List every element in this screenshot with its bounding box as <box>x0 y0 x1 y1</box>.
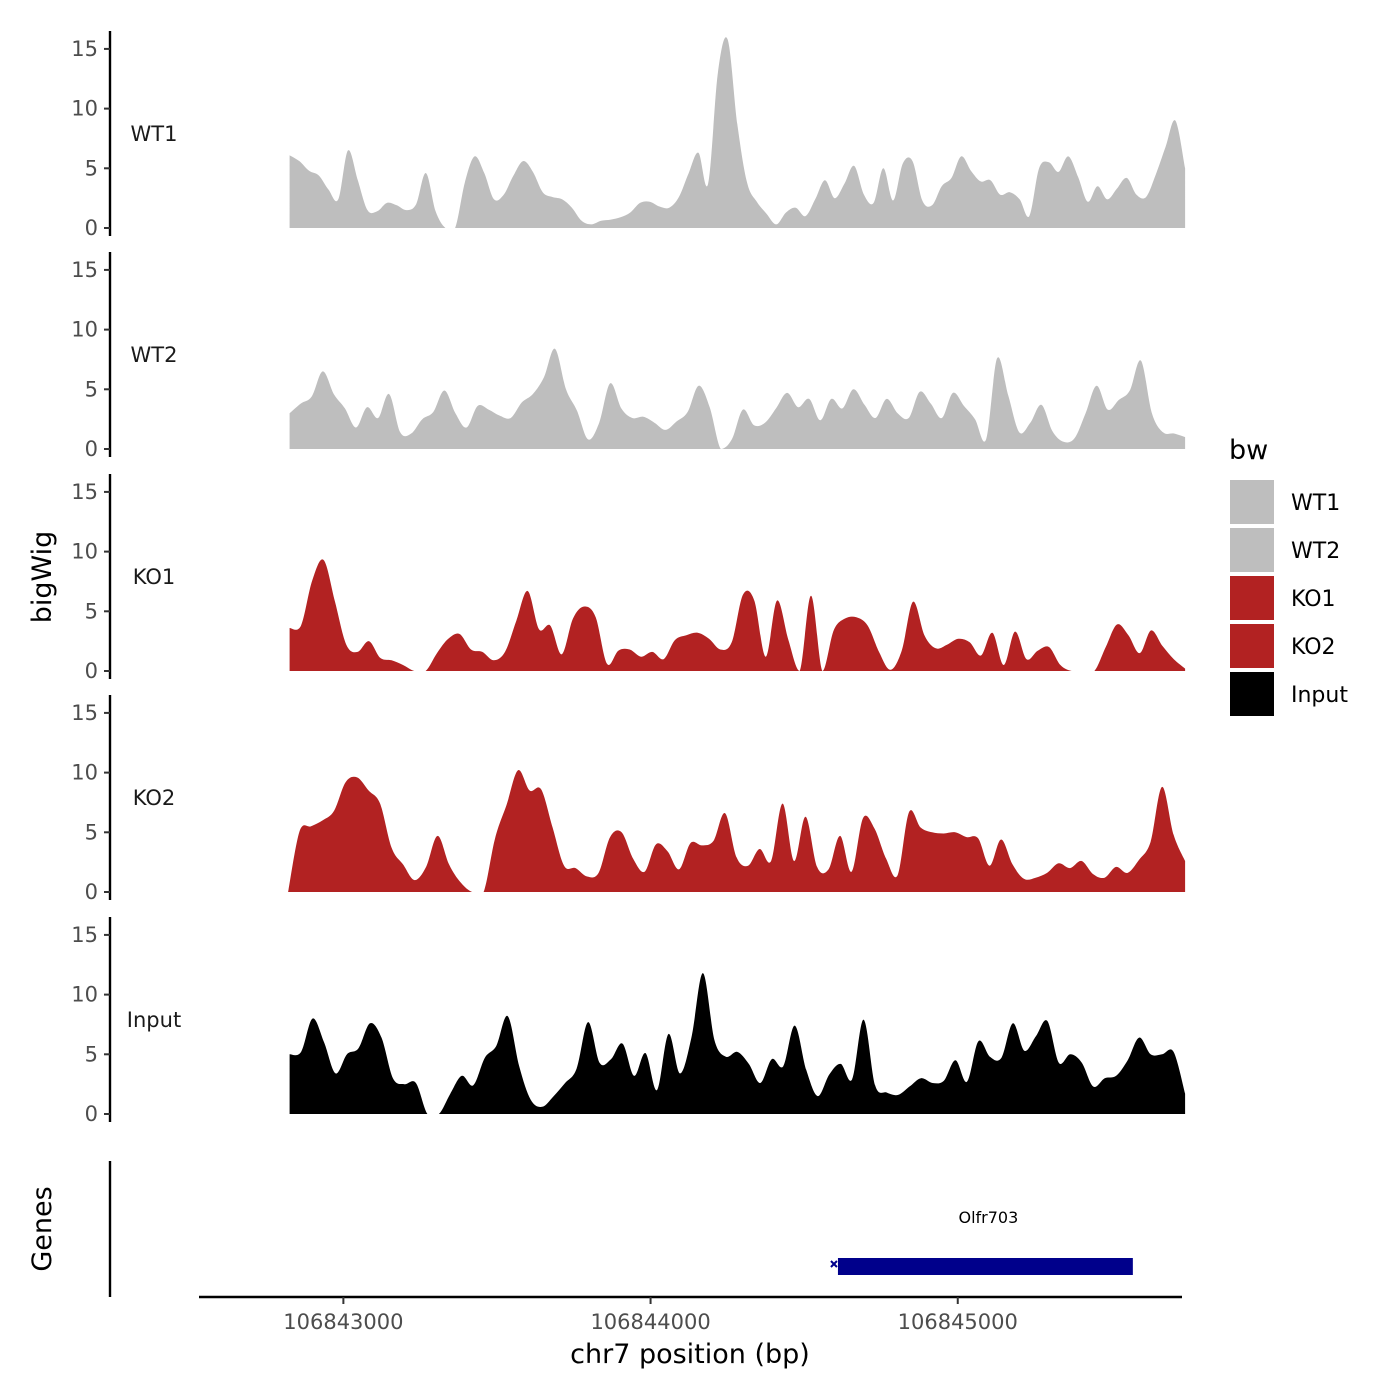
signal-area-ko1 <box>289 559 1186 671</box>
y-tick-label-wt2-15: 15 <box>71 258 98 282</box>
y-tick-label-ko2-0: 0 <box>85 880 98 904</box>
legend-label-ko1: KO1 <box>1291 587 1336 612</box>
signal-area-wt1 <box>289 37 1186 228</box>
y-tick-label-input-5: 5 <box>85 1042 98 1066</box>
legend-key-input <box>1230 672 1274 716</box>
genes-panel: Olfr703 <box>108 1161 1133 1297</box>
y-tick-label-input-10: 10 <box>71 983 98 1007</box>
track-ko1: 0 5 10 15 KO1 <box>71 474 1186 683</box>
y-axis-title: bigWig <box>27 531 58 624</box>
legend-key-ko1 <box>1230 576 1274 620</box>
track-ko2: 0 5 10 15 KO2 <box>71 695 1186 904</box>
y-tick-label-ko2-10: 10 <box>71 761 98 785</box>
track-label-wt1: WT1 <box>131 122 178 146</box>
legend: bw WT1 WT2 KO1 KO2 Input <box>1229 435 1348 716</box>
y-tick-label-ko1-5: 5 <box>85 599 98 623</box>
legend-label-wt1: WT1 <box>1291 491 1340 516</box>
y-tick-label-wt2-0: 0 <box>85 437 98 461</box>
signal-area-wt2 <box>289 348 1186 449</box>
legend-label-input: Input <box>1291 683 1348 708</box>
y-tick-label-wt1-15: 15 <box>71 37 98 61</box>
y-tick-label-ko1-0: 0 <box>85 659 98 683</box>
track-input: 0 5 10 15 Input <box>71 917 1186 1126</box>
x-axis-title: chr7 position (bp) <box>570 1339 810 1370</box>
signal-tracks: 0 5 10 15 WT1 0 5 10 15 WT2 0 5 10 15 KO1 0 5 10 15 KO2 0 5 10… <box>71 31 1186 1126</box>
signal-area-input <box>289 973 1186 1114</box>
track-label-wt2: WT2 <box>131 343 178 367</box>
y-tick-label-input-0: 0 <box>85 1102 98 1126</box>
legend-label-wt2: WT2 <box>1291 539 1340 564</box>
y-tick-label-wt1-10: 10 <box>71 97 98 121</box>
track-label-ko1: KO1 <box>133 565 176 589</box>
genes-axis-title: Genes <box>27 1186 58 1271</box>
y-tick-label-ko2-15: 15 <box>71 701 98 725</box>
y-tick-label-wt2-5: 5 <box>85 377 98 401</box>
x-tick-label-1: 106844000 <box>590 1310 710 1334</box>
gene-strand-marker <box>830 1260 838 1268</box>
track-label-input: Input <box>127 1008 181 1032</box>
x-tick-label-2: 106845000 <box>898 1310 1018 1334</box>
y-tick-label-ko2-5: 5 <box>85 820 98 844</box>
gene-olfr703: Olfr703 <box>830 1208 1133 1275</box>
y-tick-label-wt1-5: 5 <box>85 156 98 180</box>
gene-label-olfr703: Olfr703 <box>959 1208 1019 1227</box>
signal-area-ko2 <box>288 769 1186 892</box>
y-tick-label-wt1-0: 0 <box>85 216 98 240</box>
x-tick-label-0: 106843000 <box>283 1310 403 1334</box>
legend-key-wt2 <box>1230 528 1274 572</box>
x-axis: 106843000 106844000 106845000 <box>199 1295 1182 1334</box>
legend-key-wt1 <box>1230 480 1274 524</box>
gene-body-olfr703 <box>837 1258 1133 1275</box>
legend-label-ko2: KO2 <box>1291 635 1336 660</box>
y-tick-label-input-15: 15 <box>71 923 98 947</box>
track-wt2: 0 5 10 15 WT2 <box>71 252 1186 461</box>
legend-key-ko2 <box>1230 624 1274 668</box>
legend-title: bw <box>1229 435 1268 466</box>
y-tick-label-ko1-15: 15 <box>71 480 98 504</box>
y-tick-label-wt2-10: 10 <box>71 318 98 342</box>
y-tick-label-ko1-10: 10 <box>71 540 98 564</box>
track-label-ko2: KO2 <box>133 786 176 810</box>
track-wt1: 0 5 10 15 WT1 <box>71 31 1186 240</box>
